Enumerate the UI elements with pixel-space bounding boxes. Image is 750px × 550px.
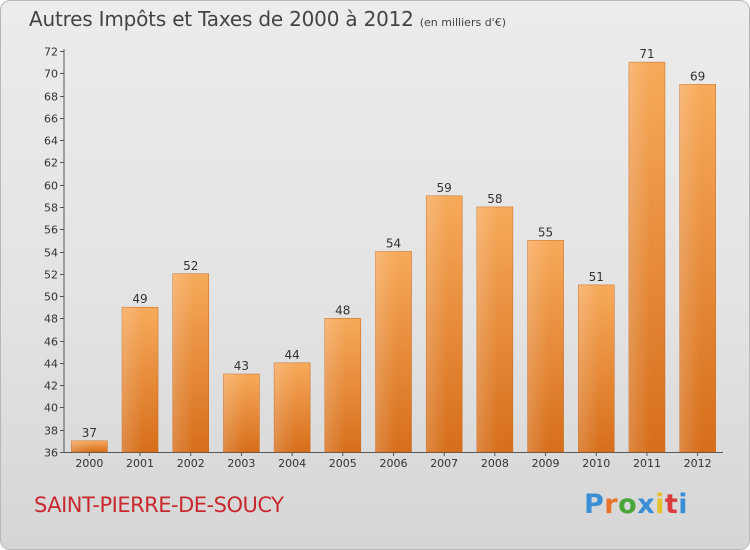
data-label: 59 [437,181,452,195]
y-tick-label: 52 [44,269,58,282]
y-tick-label: 44 [44,358,58,371]
chart-title-unit: (en milliers d'€) [419,16,506,29]
data-label: 43 [234,359,249,373]
logo-letter: i [678,489,689,520]
y-tick-label: 58 [44,202,58,215]
bar-highlight [172,273,209,452]
y-tick-label: 56 [44,224,58,237]
logo-letter: P [584,489,605,520]
x-tick-label: 2009 [532,457,560,470]
x-tick-label: 2002 [177,457,205,470]
y-tick-label: 36 [44,447,58,460]
x-tick-label: 2010 [582,457,610,470]
x-tick-label: 2005 [329,457,357,470]
y-tick-label: 42 [44,380,58,393]
logo-letter: x [637,489,656,520]
x-tick-label: 2007 [430,457,458,470]
data-label: 58 [487,192,502,206]
bar-highlight [527,240,564,452]
bar-highlight [324,318,361,452]
y-tick-label: 64 [44,135,58,148]
x-tick-label: 2000 [75,457,103,470]
bar-highlight [426,195,463,453]
y-tick-label: 46 [44,336,58,349]
data-label: 52 [183,259,198,273]
bar-highlight [578,284,615,452]
logo-letter: i [655,489,665,520]
y-tick-label: 40 [44,402,58,415]
data-label: 44 [284,348,299,362]
bar-highlight [71,440,108,452]
x-tick-label: 2012 [684,457,712,470]
bar-highlight [223,374,260,452]
bar-highlight [375,251,412,452]
logo-letter: t [664,489,679,520]
x-tick-label: 2008 [481,457,509,470]
y-tick-label: 48 [44,313,58,326]
data-label: 71 [639,47,654,61]
bar-highlight [122,307,159,452]
y-tick-label: 66 [44,113,58,126]
bar-highlight [628,62,665,453]
data-label: 55 [538,225,553,239]
bar-highlight [679,84,716,453]
data-label: 51 [589,270,604,284]
y-tick-label: 50 [44,291,58,304]
bar-highlight [476,206,513,452]
y-tick-label: 60 [44,180,58,193]
x-tick-label: 2011 [633,457,661,470]
x-tick-label: 2004 [278,457,306,470]
data-label: 37 [82,426,97,440]
chart-title-text: Autres Impôts et Taxes de 2000 à 2012 [29,7,414,31]
commune-name: SAINT-PIERRE-DE-SOUCY [34,493,284,517]
axes: 36 38 40 42 44 46 48 50 52 54 56 58 60 62 64 66 68 70 72 20… [44,46,723,470]
chart-title: Autres Impôts et Taxes de 2000 à 2012 (en… [29,7,506,31]
x-tick-label: 2001 [126,457,154,470]
logo-letter: o [618,489,638,520]
x-tick-label: 2003 [227,457,255,470]
data-label: 48 [335,303,350,317]
proxiti-logo: Proxiti [584,489,688,520]
data-label: 54 [386,237,401,251]
x-tick-label: 2006 [380,457,408,470]
bar-highlight [274,362,311,452]
y-tick-label: 68 [44,91,58,104]
bars [71,61,716,453]
data-label: 69 [690,69,705,83]
logo-letter: r [604,489,619,520]
y-tick-label: 72 [44,46,58,59]
y-tick-label: 70 [44,68,58,81]
y-tick-label: 38 [44,425,58,438]
y-tick-label: 54 [44,247,58,260]
y-tick-label: 62 [44,157,58,170]
data-label: 49 [132,292,147,306]
value-labels: 37 49 52 43 44 48 54 59 58 55 51 71 69 [82,47,706,440]
